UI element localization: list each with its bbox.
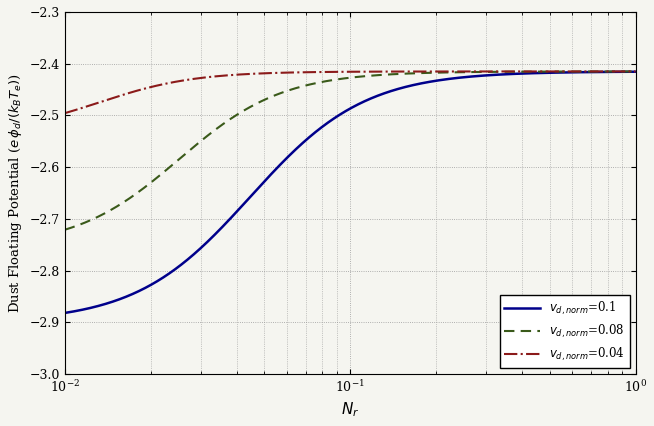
$v_{d,norm}$=0.08	[510, 69, 518, 74]
$v_{d,norm}$=0.04	[323, 69, 331, 75]
Line: $v_{d,norm}$=0.1: $v_{d,norm}$=0.1	[65, 72, 636, 313]
Line: $v_{d,norm}$=0.08: $v_{d,norm}$=0.08	[65, 72, 636, 230]
$v_{d,norm}$=0.04	[90, 101, 98, 106]
Y-axis label: Dust Floating Potential ($e\,\phi_d/(k_B T_e)$): Dust Floating Potential ($e\,\phi_d/(k_B…	[7, 73, 24, 313]
$v_{d,norm}$=0.1	[61, 311, 69, 316]
$v_{d,norm}$=0.1	[615, 69, 623, 75]
$v_{d,norm}$=0.04	[615, 69, 623, 74]
$v_{d,norm}$=0.08	[90, 216, 98, 221]
Line: $v_{d,norm}$=0.04: $v_{d,norm}$=0.04	[65, 72, 636, 113]
$v_{d,norm}$=0.08	[323, 78, 331, 83]
$v_{d,norm}$=0.08	[338, 76, 346, 81]
Legend: $v_{d,norm}$=0.1, $v_{d,norm}$=0.08, $v_{d,norm}$=0.04: $v_{d,norm}$=0.1, $v_{d,norm}$=0.08, $v_…	[500, 295, 630, 368]
$v_{d,norm}$=0.04	[632, 69, 640, 74]
$v_{d,norm}$=0.04	[615, 69, 623, 74]
$v_{d,norm}$=0.04	[510, 69, 518, 74]
$v_{d,norm}$=0.04	[61, 111, 69, 116]
$v_{d,norm}$=0.1	[338, 111, 346, 116]
X-axis label: $N_r$: $N_r$	[341, 400, 359, 419]
$v_{d,norm}$=0.1	[510, 71, 518, 76]
$v_{d,norm}$=0.1	[323, 121, 331, 126]
$v_{d,norm}$=0.1	[615, 69, 623, 75]
$v_{d,norm}$=0.08	[615, 69, 623, 74]
$v_{d,norm}$=0.04	[338, 69, 346, 75]
$v_{d,norm}$=0.08	[632, 69, 640, 74]
$v_{d,norm}$=0.1	[90, 305, 98, 310]
$v_{d,norm}$=0.1	[632, 69, 640, 74]
$v_{d,norm}$=0.08	[615, 69, 623, 74]
$v_{d,norm}$=0.08	[61, 227, 69, 232]
